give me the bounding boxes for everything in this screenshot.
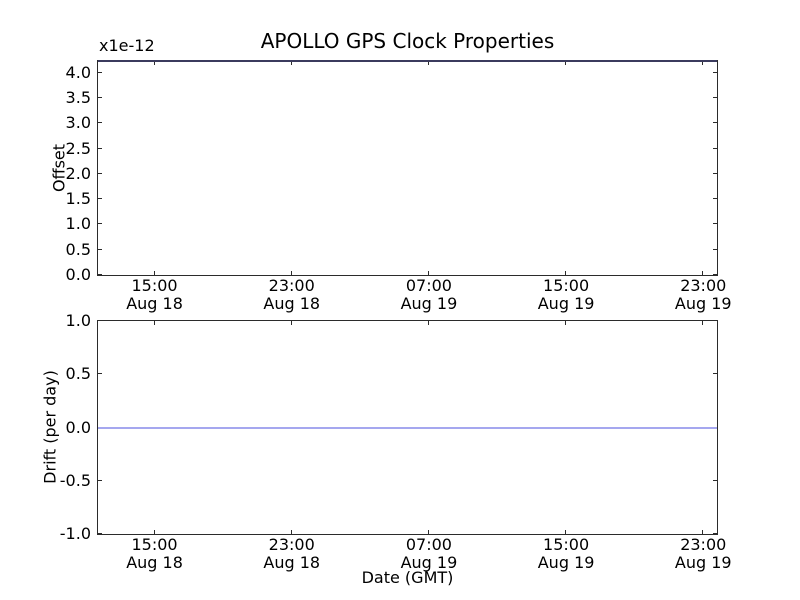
y-tick-label: 3.0 <box>65 113 91 133</box>
y-tick-mark <box>713 96 717 98</box>
y-tick-label: 3.5 <box>65 88 91 108</box>
y-tick-label: 0.5 <box>65 239 91 259</box>
offset-plot-axes: 0.0 0.5 1.0 1.5 2.0 2.5 3.0 3.5 4.0 15:00 Aug 18 2… <box>66 60 732 312</box>
x-tick-mark <box>153 530 155 534</box>
y-tick-mark <box>98 71 102 73</box>
y-tick-label: 2.0 <box>65 163 91 183</box>
x-tick-mark <box>427 321 429 325</box>
y-tick-mark <box>713 248 717 250</box>
series-line-drift <box>98 426 717 429</box>
x-tick-mark <box>290 271 292 275</box>
y-tick-label: 1.5 <box>65 189 91 209</box>
y-tick-mark <box>713 71 717 73</box>
x-tick-mark <box>702 271 704 275</box>
x-tick-label: 15:00 Aug 18 <box>126 276 183 313</box>
x-tick-label: 23:00 Aug 18 <box>263 276 321 313</box>
y-tick-mark <box>713 320 717 321</box>
y-tick-mark <box>98 373 102 375</box>
y-tick-mark <box>98 320 102 321</box>
x-tick-mark <box>565 271 567 275</box>
y-tick-mark <box>98 122 102 124</box>
y-tick-label: 2.5 <box>65 138 91 158</box>
x-tick-mark <box>565 61 567 65</box>
x-tick-mark <box>427 61 429 65</box>
y-tick-mark <box>98 248 102 250</box>
x-tick-label: 23:00 Aug 19 <box>674 276 732 313</box>
x-tick-mark <box>153 61 155 65</box>
x-tick-label: 15:00 Aug 18 <box>126 535 183 572</box>
series-line-offset <box>98 60 717 62</box>
x-tick-mark <box>702 530 704 534</box>
y-tick-mark <box>713 147 717 149</box>
drift-plot-axes: -1.0 -0.5 0.0 0.5 1.0 15:00 Aug 18 23:00 Aug 1… <box>60 311 732 571</box>
x-tick-mark <box>565 321 567 325</box>
y-tick-label: 0.0 <box>65 265 91 285</box>
y-tick-label: 1.0 <box>65 311 91 331</box>
x-tick-mark <box>702 321 704 325</box>
x-tick-mark <box>290 530 292 534</box>
x-tick-label: 15:00 Aug 19 <box>537 276 595 313</box>
y-tick-mark <box>713 122 717 124</box>
x-tick-mark <box>565 530 567 534</box>
x-tick-mark <box>427 271 429 275</box>
x-tick-mark <box>427 530 429 534</box>
y-tick-mark <box>713 223 717 225</box>
y-axis-scale-multiplier: x1e-12 <box>99 36 155 55</box>
y-tick-label: 0.5 <box>65 364 91 384</box>
y-tick-mark <box>713 274 717 275</box>
chart-title: APOLLO GPS Clock Properties <box>260 29 555 53</box>
y-tick-mark <box>713 172 717 174</box>
y-tick-mark <box>713 373 717 375</box>
y-tick-mark <box>713 533 717 534</box>
y-tick-mark <box>98 533 102 534</box>
y-tick-mark <box>98 274 102 275</box>
y-tick-mark <box>98 147 102 149</box>
x-tick-mark <box>153 271 155 275</box>
x-tick-label: 07:00 Aug 19 <box>400 276 458 313</box>
y-tick-label: 0.0 <box>65 417 91 437</box>
y-tick-label: 1.0 <box>65 214 91 234</box>
y-tick-label: -1.0 <box>59 524 91 544</box>
y-tick-mark <box>98 223 102 225</box>
x-tick-label: 07:00 Aug 19 <box>400 535 458 572</box>
y-tick-label: -0.5 <box>59 470 91 490</box>
y-tick-mark <box>713 479 717 481</box>
x-tick-mark <box>290 61 292 65</box>
x-axis-label: Date (GMT) <box>361 568 454 587</box>
y-tick-mark <box>98 198 102 200</box>
y-tick-mark <box>98 172 102 174</box>
x-tick-label: 15:00 Aug 19 <box>537 535 595 572</box>
x-tick-label: 23:00 Aug 18 <box>263 535 321 572</box>
x-tick-label: 23:00 Aug 19 <box>674 535 732 572</box>
drift-y-axis-label: Drift (per day) <box>40 370 60 484</box>
x-tick-mark <box>290 321 292 325</box>
y-tick-mark <box>98 96 102 98</box>
x-tick-mark <box>153 321 155 325</box>
y-tick-label: 4.0 <box>65 62 91 82</box>
x-tick-mark <box>702 61 704 65</box>
y-tick-mark <box>98 479 102 481</box>
y-tick-mark <box>713 198 717 200</box>
